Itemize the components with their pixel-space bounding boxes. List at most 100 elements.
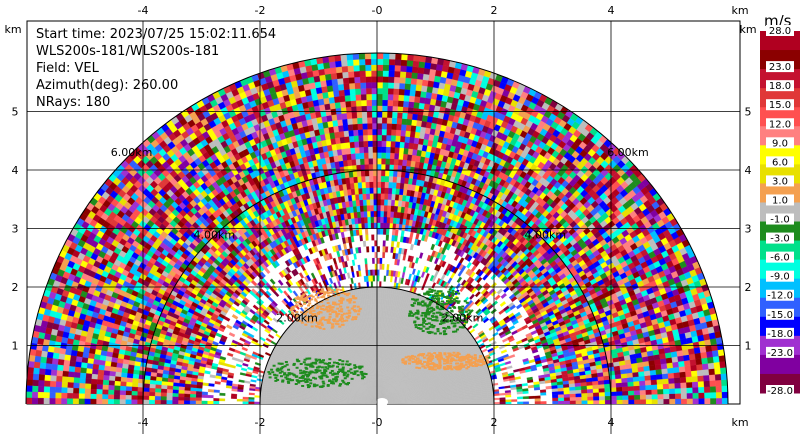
velocity-cell <box>686 398 694 404</box>
velocity-cell <box>672 366 680 373</box>
velocity-cell <box>610 399 618 404</box>
velocity-cell <box>597 379 605 385</box>
velocity-cell <box>651 389 658 395</box>
velocity-cell <box>715 385 723 393</box>
velocity-cell <box>432 81 440 89</box>
velocity-cell <box>720 373 728 381</box>
velocity-cell <box>645 399 653 404</box>
velocity-cell <box>697 375 704 382</box>
velocity-cell <box>710 392 717 399</box>
velocity-cell <box>603 379 611 385</box>
velocity-cell <box>511 398 518 402</box>
velocity-cell <box>587 396 594 401</box>
velocity-cell <box>410 125 417 132</box>
velocity-cell <box>528 395 536 399</box>
velocity-cell <box>674 377 681 384</box>
velocity-cell <box>415 125 422 133</box>
velocity-cell <box>621 381 629 388</box>
velocity-cell <box>632 371 639 378</box>
velocity-cell <box>528 398 536 402</box>
velocity-cell <box>409 130 416 138</box>
velocity-cell <box>667 367 674 374</box>
velocity-cell <box>655 368 663 375</box>
velocity-cell <box>604 391 612 397</box>
velocity-cell <box>476 402 483 404</box>
velocity-cell <box>575 400 582 404</box>
velocity-cell <box>705 344 713 353</box>
velocity-cell <box>581 400 588 404</box>
velocity-cell <box>651 398 658 404</box>
velocity-cell <box>523 398 530 402</box>
velocity-cell <box>599 399 606 404</box>
velocity-cell <box>427 80 435 88</box>
velocity-cell <box>424 97 432 105</box>
velocity-cell <box>407 148 413 156</box>
velocity-cell <box>710 397 717 404</box>
velocity-cell <box>678 360 685 368</box>
velocity-cell <box>690 364 698 372</box>
velocity-cell <box>411 113 418 121</box>
velocity-cell <box>415 84 422 92</box>
velocity-cell <box>616 395 623 400</box>
velocity-cell <box>660 363 668 370</box>
velocity-cell <box>721 385 728 393</box>
velocity-cell <box>692 387 699 394</box>
velocity-cell <box>661 373 669 380</box>
velocity-cell <box>428 74 436 82</box>
velocity-cell <box>694 352 702 360</box>
velocity-cell <box>650 379 658 385</box>
velocity-cell <box>408 142 414 150</box>
velocity-cell <box>522 395 530 400</box>
velocity-cell <box>426 86 434 94</box>
velocity-cell <box>428 68 437 76</box>
velocity-cell <box>710 343 719 352</box>
velocity-cell <box>628 394 635 400</box>
velocity-cell <box>616 390 623 396</box>
velocity-cell <box>421 79 429 87</box>
velocity-cell <box>679 376 687 383</box>
velocity-cell <box>678 366 686 373</box>
velocity-cell <box>721 397 728 404</box>
velocity-cell <box>645 394 653 400</box>
velocity-cell <box>675 398 682 404</box>
velocity-cell <box>649 369 657 376</box>
velocity-cell <box>615 382 623 388</box>
velocity-cell <box>685 370 692 378</box>
velocity-cell <box>713 361 721 369</box>
velocity-cell <box>575 396 582 401</box>
velocity-cell <box>692 398 699 404</box>
velocity-cell <box>420 85 428 93</box>
velocity-cell <box>564 400 571 404</box>
velocity-cell <box>669 393 676 400</box>
velocity-cell <box>569 393 576 398</box>
velocity-cell <box>586 384 594 390</box>
velocity-cell <box>414 90 422 98</box>
velocity-cell <box>464 402 471 404</box>
velocity-cell <box>523 401 530 404</box>
velocity-cell <box>720 367 727 375</box>
velocity-cell <box>698 386 705 393</box>
velocity-cell <box>569 396 577 401</box>
velocity-cell <box>592 384 599 390</box>
velocity-cell <box>604 387 611 393</box>
velocity-cell <box>540 394 547 399</box>
velocity-cell <box>645 384 652 391</box>
velocity-cell <box>721 379 728 387</box>
velocity-cell <box>587 400 594 404</box>
velocity-cell <box>416 72 424 80</box>
velocity-cell <box>610 391 617 396</box>
velocity-cell <box>701 363 709 370</box>
velocity-cell <box>632 376 640 382</box>
velocity-cell <box>640 399 647 404</box>
velocity-cell <box>666 362 674 369</box>
velocity-cell <box>700 351 708 359</box>
velocity-cell <box>643 370 651 377</box>
velocity-cell <box>654 363 662 370</box>
velocity-cells <box>26 53 728 404</box>
velocity-cell <box>714 367 722 375</box>
velocity-cell <box>681 398 688 404</box>
velocity-cell <box>593 396 600 401</box>
velocity-cell <box>657 393 664 400</box>
velocity-cell <box>650 374 657 381</box>
